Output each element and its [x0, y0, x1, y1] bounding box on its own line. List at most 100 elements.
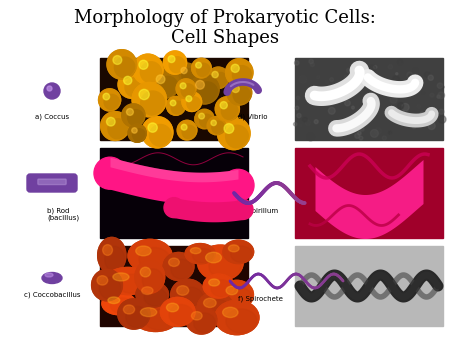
Circle shape: [295, 61, 299, 65]
Ellipse shape: [103, 245, 112, 256]
Circle shape: [412, 125, 416, 128]
Ellipse shape: [197, 292, 233, 323]
Ellipse shape: [116, 274, 148, 293]
Ellipse shape: [102, 292, 136, 315]
Bar: [295, 246, 443, 326]
Circle shape: [355, 134, 360, 138]
Circle shape: [101, 112, 130, 140]
Ellipse shape: [98, 237, 126, 273]
Ellipse shape: [92, 269, 122, 301]
Circle shape: [407, 72, 412, 77]
Ellipse shape: [206, 252, 221, 263]
Circle shape: [142, 117, 173, 148]
Circle shape: [328, 100, 334, 106]
Circle shape: [118, 71, 145, 98]
Ellipse shape: [171, 279, 205, 311]
Circle shape: [104, 94, 120, 110]
Ellipse shape: [144, 309, 176, 330]
Circle shape: [107, 50, 136, 79]
Circle shape: [428, 75, 433, 80]
Circle shape: [133, 54, 163, 84]
Circle shape: [368, 65, 376, 73]
Circle shape: [390, 96, 397, 103]
Circle shape: [148, 123, 158, 132]
Circle shape: [388, 65, 392, 69]
Circle shape: [220, 102, 227, 109]
Ellipse shape: [139, 248, 170, 271]
Ellipse shape: [99, 277, 121, 299]
Circle shape: [171, 101, 184, 114]
Text: d) Vibrio: d) Vibrio: [238, 113, 267, 120]
Circle shape: [139, 60, 148, 69]
Circle shape: [94, 157, 126, 189]
Circle shape: [150, 69, 180, 98]
Circle shape: [118, 71, 145, 98]
Circle shape: [192, 58, 211, 78]
Circle shape: [180, 83, 186, 89]
Circle shape: [217, 117, 250, 150]
Circle shape: [232, 85, 239, 93]
Ellipse shape: [140, 308, 157, 317]
Ellipse shape: [97, 276, 108, 285]
Ellipse shape: [136, 282, 168, 307]
Circle shape: [222, 169, 254, 201]
Ellipse shape: [209, 279, 220, 286]
Text: c) Coccobacillus: c) Coccobacillus: [24, 292, 80, 298]
Circle shape: [213, 72, 228, 87]
Ellipse shape: [142, 269, 163, 292]
Circle shape: [400, 106, 403, 110]
Circle shape: [396, 73, 398, 75]
Circle shape: [114, 57, 135, 78]
Bar: [295, 148, 443, 238]
Circle shape: [295, 106, 299, 110]
Circle shape: [231, 64, 239, 72]
Text: f) Spirochete: f) Spirochete: [238, 296, 283, 303]
Text: b) Rod
(bacillus): b) Rod (bacillus): [47, 207, 79, 221]
Circle shape: [133, 54, 163, 84]
Ellipse shape: [197, 292, 233, 323]
Circle shape: [375, 128, 382, 135]
Circle shape: [297, 114, 301, 118]
Ellipse shape: [171, 279, 205, 311]
Circle shape: [374, 66, 377, 69]
Circle shape: [124, 76, 132, 84]
Ellipse shape: [211, 280, 233, 297]
Circle shape: [424, 72, 430, 77]
Ellipse shape: [105, 246, 125, 271]
Circle shape: [351, 106, 355, 109]
Circle shape: [314, 120, 318, 124]
Ellipse shape: [185, 244, 215, 264]
Ellipse shape: [171, 260, 193, 279]
Bar: [295, 58, 443, 140]
Circle shape: [150, 69, 180, 98]
Ellipse shape: [92, 269, 122, 301]
Circle shape: [317, 76, 320, 79]
Text: a) Coccus: a) Coccus: [35, 113, 69, 120]
Circle shape: [360, 71, 364, 74]
Text: e) Spirillum: e) Spirillum: [238, 207, 278, 214]
Circle shape: [233, 199, 253, 219]
Circle shape: [420, 112, 424, 116]
Circle shape: [408, 75, 412, 78]
Circle shape: [197, 63, 210, 77]
Ellipse shape: [135, 261, 165, 293]
Ellipse shape: [203, 298, 216, 308]
Circle shape: [376, 102, 380, 106]
Circle shape: [438, 116, 446, 123]
Circle shape: [168, 56, 175, 63]
Circle shape: [163, 51, 187, 74]
Circle shape: [182, 92, 202, 112]
Circle shape: [358, 131, 361, 135]
Ellipse shape: [126, 307, 148, 328]
Circle shape: [393, 76, 400, 82]
Ellipse shape: [142, 287, 153, 294]
Circle shape: [182, 68, 197, 83]
Circle shape: [360, 75, 364, 79]
Circle shape: [429, 115, 436, 121]
Circle shape: [368, 97, 375, 105]
Ellipse shape: [166, 303, 179, 312]
Circle shape: [47, 86, 52, 91]
Ellipse shape: [113, 273, 129, 281]
Ellipse shape: [160, 297, 195, 326]
Circle shape: [233, 66, 252, 85]
